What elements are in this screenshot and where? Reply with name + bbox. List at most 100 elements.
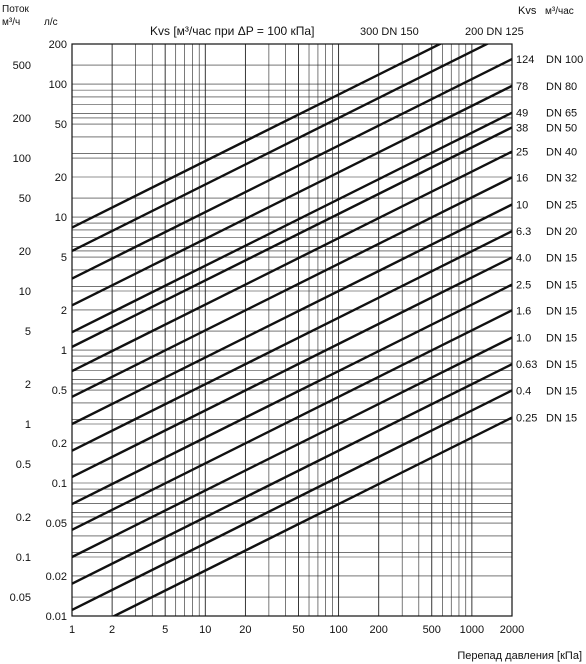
series-line-kvs-1 bbox=[72, 336, 512, 559]
series-line-kvs-124 bbox=[72, 58, 512, 280]
series-dn-label: DN 15 bbox=[546, 280, 577, 292]
series-line-kvs-6_3 bbox=[72, 230, 512, 452]
series-dn-label: DN 15 bbox=[546, 385, 577, 397]
m3h-tick-label: 50 bbox=[19, 193, 31, 205]
x-tick-label: 2 bbox=[109, 624, 115, 636]
ls-tick-label: 0.01 bbox=[46, 611, 67, 623]
m3h-tick-label: 0.05 bbox=[10, 592, 31, 604]
series-dn-label: DN 15 bbox=[546, 332, 577, 344]
left-axis-unit-m3h: м³/ч bbox=[2, 17, 20, 28]
series-dn-label: DN 80 bbox=[546, 81, 577, 93]
ls-tick-label: 20 bbox=[55, 172, 67, 184]
m3h-tick-label: 20 bbox=[19, 246, 31, 258]
series-kvs-label: 38 bbox=[516, 122, 528, 134]
series-kvs-label: 1.6 bbox=[516, 305, 531, 317]
series-kvs-label: 0.25 bbox=[516, 413, 537, 425]
plot-frame bbox=[71, 43, 513, 617]
left-axis-unit-ls: л/с bbox=[44, 17, 58, 28]
series-dn-label: DN 15 bbox=[546, 359, 577, 371]
chart-title: Kvs [м³/час при ΔP = 100 кПа] bbox=[150, 24, 314, 38]
m3h-tick-label: 0.5 bbox=[16, 459, 31, 471]
series-kvs-label: 124 bbox=[516, 54, 534, 66]
x-tick-label: 100 bbox=[329, 624, 347, 636]
ls-tick-label: 5 bbox=[61, 252, 67, 264]
series-line-kvs-25 bbox=[72, 150, 512, 373]
x-tick-label: 200 bbox=[370, 624, 388, 636]
series-kvs-label: 25 bbox=[516, 147, 528, 159]
series-line-kvs-200 bbox=[72, 44, 490, 253]
series-dn-label: DN 32 bbox=[546, 172, 577, 184]
series-line-kvs-2_5 bbox=[72, 283, 512, 506]
series-dn-label: DN 15 bbox=[546, 413, 577, 425]
title-background bbox=[146, 22, 330, 39]
ls-tick-label: 2 bbox=[61, 305, 67, 317]
x-axis-label: Перепад давления [кПа] bbox=[457, 650, 582, 662]
series-line-kvs-4 bbox=[72, 256, 512, 478]
right-header-unit: м³/час bbox=[545, 6, 574, 17]
series-dn-label: DN 65 bbox=[546, 108, 577, 120]
series-line-kvs-78 bbox=[72, 84, 512, 307]
series-dn-label: DN 25 bbox=[546, 199, 577, 211]
series-line-kvs-49 bbox=[72, 111, 512, 334]
series-line-kvs-16 bbox=[72, 176, 512, 398]
series-dn-label: DN 100 bbox=[546, 54, 583, 66]
m3h-tick-label: 0.1 bbox=[16, 552, 31, 564]
ls-tick-label: 200 bbox=[49, 39, 67, 51]
series-kvs-label: 6.3 bbox=[516, 226, 531, 238]
m3h-tick-label: 200 bbox=[13, 113, 31, 125]
series-kvs-label: 4.0 bbox=[516, 252, 531, 264]
series-dn-label: DN 15 bbox=[546, 252, 577, 264]
series-line-kvs-0_4 bbox=[72, 389, 512, 611]
series-kvs-label: 2.5 bbox=[516, 280, 531, 292]
series-dn-label: DN 40 bbox=[546, 147, 577, 159]
ls-tick-label: 0.5 bbox=[52, 385, 67, 397]
m3h-tick-label: 500 bbox=[13, 60, 31, 72]
series-kvs-label: 10 bbox=[516, 199, 528, 211]
kvs-series-lines bbox=[72, 44, 512, 616]
series-line-kvs-10 bbox=[72, 203, 512, 426]
series-kvs-label: 49 bbox=[516, 108, 528, 120]
series-kvs-label: 16 bbox=[516, 172, 528, 184]
m3h-tick-label: 5 bbox=[25, 326, 31, 338]
series-line-kvs-38 bbox=[72, 126, 512, 348]
minor-grid bbox=[72, 43, 512, 617]
ls-tick-label: 0.05 bbox=[46, 518, 67, 530]
m3h-tick-label: 2 bbox=[25, 379, 31, 391]
m3h-tick-label: 1 bbox=[25, 419, 31, 431]
ls-tick-label: 100 bbox=[49, 79, 67, 91]
series-dn-label: DN 20 bbox=[546, 226, 577, 238]
series-label-top: 300 DN 150 bbox=[360, 26, 419, 38]
m3h-tick-label: 10 bbox=[19, 286, 31, 298]
ls-tick-label: 0.2 bbox=[52, 438, 67, 450]
right-header-kvs: Kvs bbox=[518, 5, 537, 17]
series-kvs-label: 78 bbox=[516, 81, 528, 93]
series-line-kvs-0_63 bbox=[72, 363, 512, 585]
ls-tick-label: 0.1 bbox=[52, 478, 67, 490]
x-tick-label: 50 bbox=[292, 624, 304, 636]
major-grid bbox=[71, 44, 513, 616]
x-tick-label: 5 bbox=[162, 624, 168, 636]
series-dn-label: DN 50 bbox=[546, 122, 577, 134]
series-line-kvs-1_6 bbox=[72, 309, 512, 531]
x-tick-label: 10 bbox=[199, 624, 211, 636]
series-kvs-label: 0.63 bbox=[516, 359, 537, 371]
x-tick-label: 1 bbox=[69, 624, 75, 636]
chart-labels: 1 2 5 10 20 50 100 200 500 1000 200020010050201052… bbox=[2, 4, 583, 662]
series-dn-label: DN 15 bbox=[546, 305, 577, 317]
ls-tick-label: 50 bbox=[55, 119, 67, 131]
ls-tick-label: 10 bbox=[55, 212, 67, 224]
x-tick-label: 20 bbox=[239, 624, 251, 636]
x-tick-label: 500 bbox=[423, 624, 441, 636]
ls-tick-label: 1 bbox=[61, 345, 67, 357]
series-line-kvs-300 bbox=[72, 44, 443, 229]
x-tick-label: 1000 bbox=[460, 624, 484, 636]
m3h-tick-label: 0.2 bbox=[16, 512, 31, 524]
left-axis-title: Поток bbox=[2, 4, 30, 15]
series-kvs-label: 1.0 bbox=[516, 332, 531, 344]
ls-tick-label: 0.02 bbox=[46, 571, 67, 583]
m3h-tick-label: 100 bbox=[13, 153, 31, 165]
series-label-top: 200 DN 125 bbox=[465, 26, 524, 38]
series-line-kvs-0_25 bbox=[111, 416, 512, 616]
x-tick-label: 2000 bbox=[500, 624, 524, 636]
